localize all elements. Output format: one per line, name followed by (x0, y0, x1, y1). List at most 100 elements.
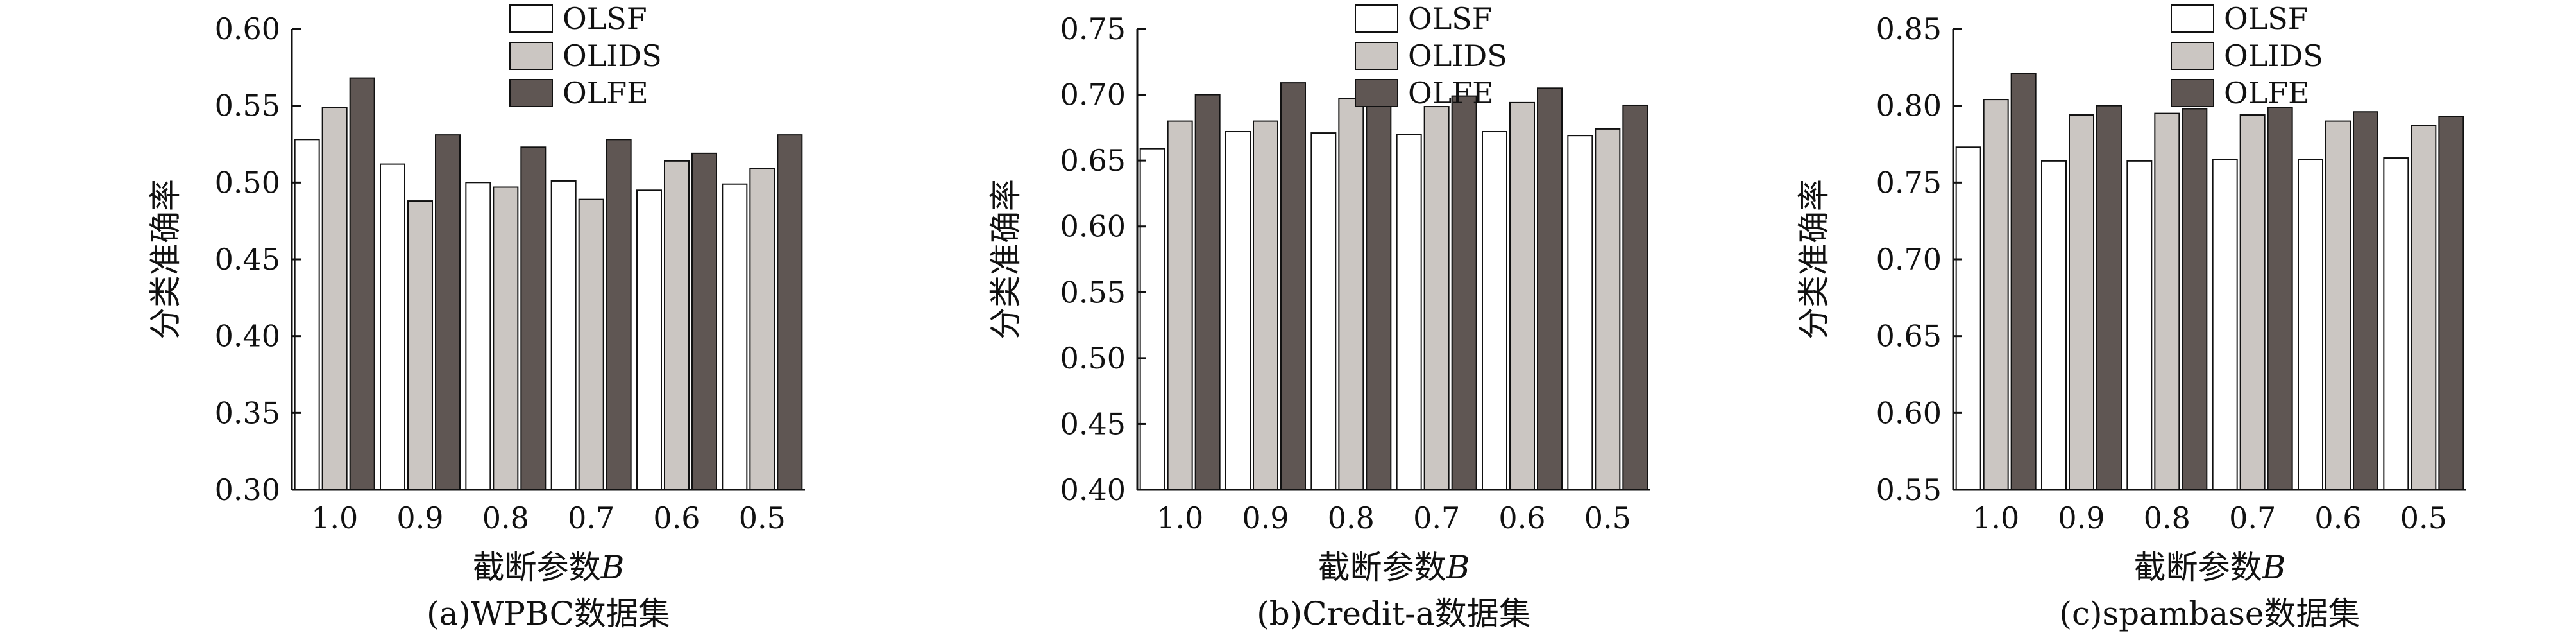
bar-olids-1.0 (1983, 99, 2009, 491)
bar-olids-0.8 (1338, 98, 1364, 490)
bar-olfe-0.6 (691, 152, 717, 491)
y-tick-label: 0.35 (215, 395, 280, 430)
bar-olids-0.5 (749, 168, 775, 490)
x-tick-label: 0.9 (396, 501, 443, 535)
bar-olfe-0.8 (1366, 82, 1392, 490)
y-tick-label: 0.30 (215, 472, 280, 507)
y-tick-label: 0.50 (215, 165, 280, 200)
chart-panel-1: 1.0 0.9 0.8 0.7 0.6 0.5 0.30 0.35 0.40 0.45 0.50 0.… (147, 1, 805, 632)
chart-panel-2: 1.0 0.9 0.8 0.7 0.6 0.5 0.40 0.45 0.50 0.55 0.60 0.… (987, 1, 1650, 632)
bar-olsf-0.8 (465, 182, 491, 490)
bar-olids-0.7 (578, 198, 604, 490)
y-tick-label: 0.75 (1060, 12, 1126, 46)
x-tick-label: 0.9 (2058, 501, 2105, 535)
y-tick-label: 0.85 (1876, 12, 1942, 46)
legend-swatch-olsf (509, 4, 553, 33)
bar-olfe-0.5 (777, 134, 803, 490)
x-axis-label: 截断参数B (473, 549, 625, 586)
x-tick-label: 1.0 (311, 501, 358, 535)
bar-olsf-0.9 (2041, 160, 2067, 490)
bar-olids-0.6 (2325, 120, 2351, 491)
bar-olsf-0.7 (550, 180, 577, 490)
y-tick-label: 0.60 (1876, 395, 1942, 430)
bar-olids-0.9 (407, 200, 433, 490)
legend-swatch-olids (1355, 42, 1398, 70)
bar-olsf-0.6 (2298, 159, 2323, 490)
bar-olsf-1.0 (1139, 148, 1165, 490)
legend-label-olids: OLIDS (2224, 39, 2323, 73)
legend-label-olsf: OLSF (1408, 1, 1493, 36)
chart-caption: (b)Credit-a数据集 (1257, 595, 1531, 632)
legend-swatch-olids (509, 42, 553, 70)
x-tick-label: 0.9 (1242, 501, 1289, 535)
y-tick-label: 0.75 (1876, 165, 1942, 200)
bar-olfe-0.9 (2096, 105, 2122, 490)
bar-olids-1.0 (1167, 120, 1193, 491)
y-tick-label: 0.60 (1060, 209, 1126, 244)
x-tick-label: 0.7 (568, 501, 614, 535)
bar-olsf-0.8 (2126, 160, 2153, 490)
y-tick-label: 0.55 (215, 89, 280, 123)
x-tick-label: 0.6 (1498, 501, 1545, 535)
y-tick-label: 0.70 (1876, 242, 1942, 277)
y-tick-label: 0.50 (1060, 341, 1126, 376)
y-tick-label: 0.55 (1876, 472, 1942, 507)
bar-olsf-0.5 (1567, 135, 1593, 490)
bar-olsf-0.6 (1482, 131, 1507, 491)
legend-label-olfe: OLFE (1408, 76, 1494, 110)
y-tick-label: 0.65 (1060, 143, 1126, 178)
legend-label-olfe: OLFE (2224, 76, 2310, 110)
bar-olfe-0.9 (1280, 82, 1306, 490)
bar-olfe-0.6 (2353, 111, 2378, 491)
chart-caption: (c)spambase数据集 (2060, 595, 2360, 632)
x-tick-label: 0.7 (2229, 501, 2276, 535)
bar-olids-0.5 (2411, 125, 2437, 490)
x-axis-label: 截断参数B (2134, 549, 2286, 586)
x-tick-label: 0.8 (2144, 501, 2190, 535)
y-tick-label: 0.40 (215, 319, 280, 354)
bar-olids-1.0 (321, 107, 348, 490)
legend-label-olids: OLIDS (563, 39, 662, 73)
x-tick-label: 0.6 (2314, 501, 2361, 535)
bar-olsf-0.7 (2212, 159, 2238, 490)
x-tick-label: 0.5 (739, 501, 786, 535)
legend-swatch-olsf (2171, 4, 2214, 33)
bar-olsf-0.7 (1396, 134, 1422, 491)
bar-olfe-0.6 (1537, 87, 1563, 491)
bar-olsf-1.0 (294, 139, 320, 490)
y-tick-label: 0.45 (215, 242, 280, 277)
y-tick-label: 0.65 (1876, 319, 1942, 354)
bar-olfe-0.8 (520, 146, 547, 490)
legend-label-olfe: OLFE (563, 76, 648, 110)
x-axis-label: 截断参数B (1318, 549, 1470, 586)
x-tick-label: 1.0 (1972, 501, 2019, 535)
legend-swatch-olfe (509, 79, 553, 107)
bar-olfe-1.0 (1194, 94, 1221, 491)
legend-label-olids: OLIDS (1408, 39, 1507, 73)
bar-olids-0.8 (493, 186, 519, 490)
bar-olsf-1.0 (1955, 146, 1981, 490)
bar-olids-0.6 (1509, 101, 1535, 490)
bar-olsf-0.6 (636, 189, 662, 490)
x-tick-label: 0.6 (653, 501, 700, 535)
y-tick-label: 0.70 (1060, 78, 1126, 112)
bar-olfe-1.0 (349, 77, 375, 490)
bar-olfe-0.7 (606, 139, 632, 490)
chart-caption: (a)WPBC数据集 (427, 595, 670, 632)
chart-panel-3: 1.0 0.9 0.8 0.7 0.6 0.5 0.55 0.60 0.65 0.70 0.75 0.… (1795, 1, 2466, 632)
y-tick-label: 0.55 (1060, 275, 1126, 309)
bar-olids-0.7 (2239, 114, 2266, 490)
bar-olsf-0.9 (1225, 131, 1251, 491)
legend-swatch-olsf (1355, 4, 1398, 33)
bar-olsf-0.9 (380, 163, 405, 490)
x-tick-label: 0.8 (482, 501, 529, 535)
bar-olids-0.7 (1423, 106, 1450, 490)
y-axis-label: 分类准确率 (987, 179, 1024, 340)
bar-olfe-0.5 (1622, 104, 1648, 491)
y-axis-label: 分类准确率 (147, 179, 184, 340)
bar-olfe-0.8 (2182, 108, 2208, 491)
y-axis-label: 分类准确率 (1795, 179, 1833, 340)
bar-olids-0.9 (1253, 120, 1278, 491)
